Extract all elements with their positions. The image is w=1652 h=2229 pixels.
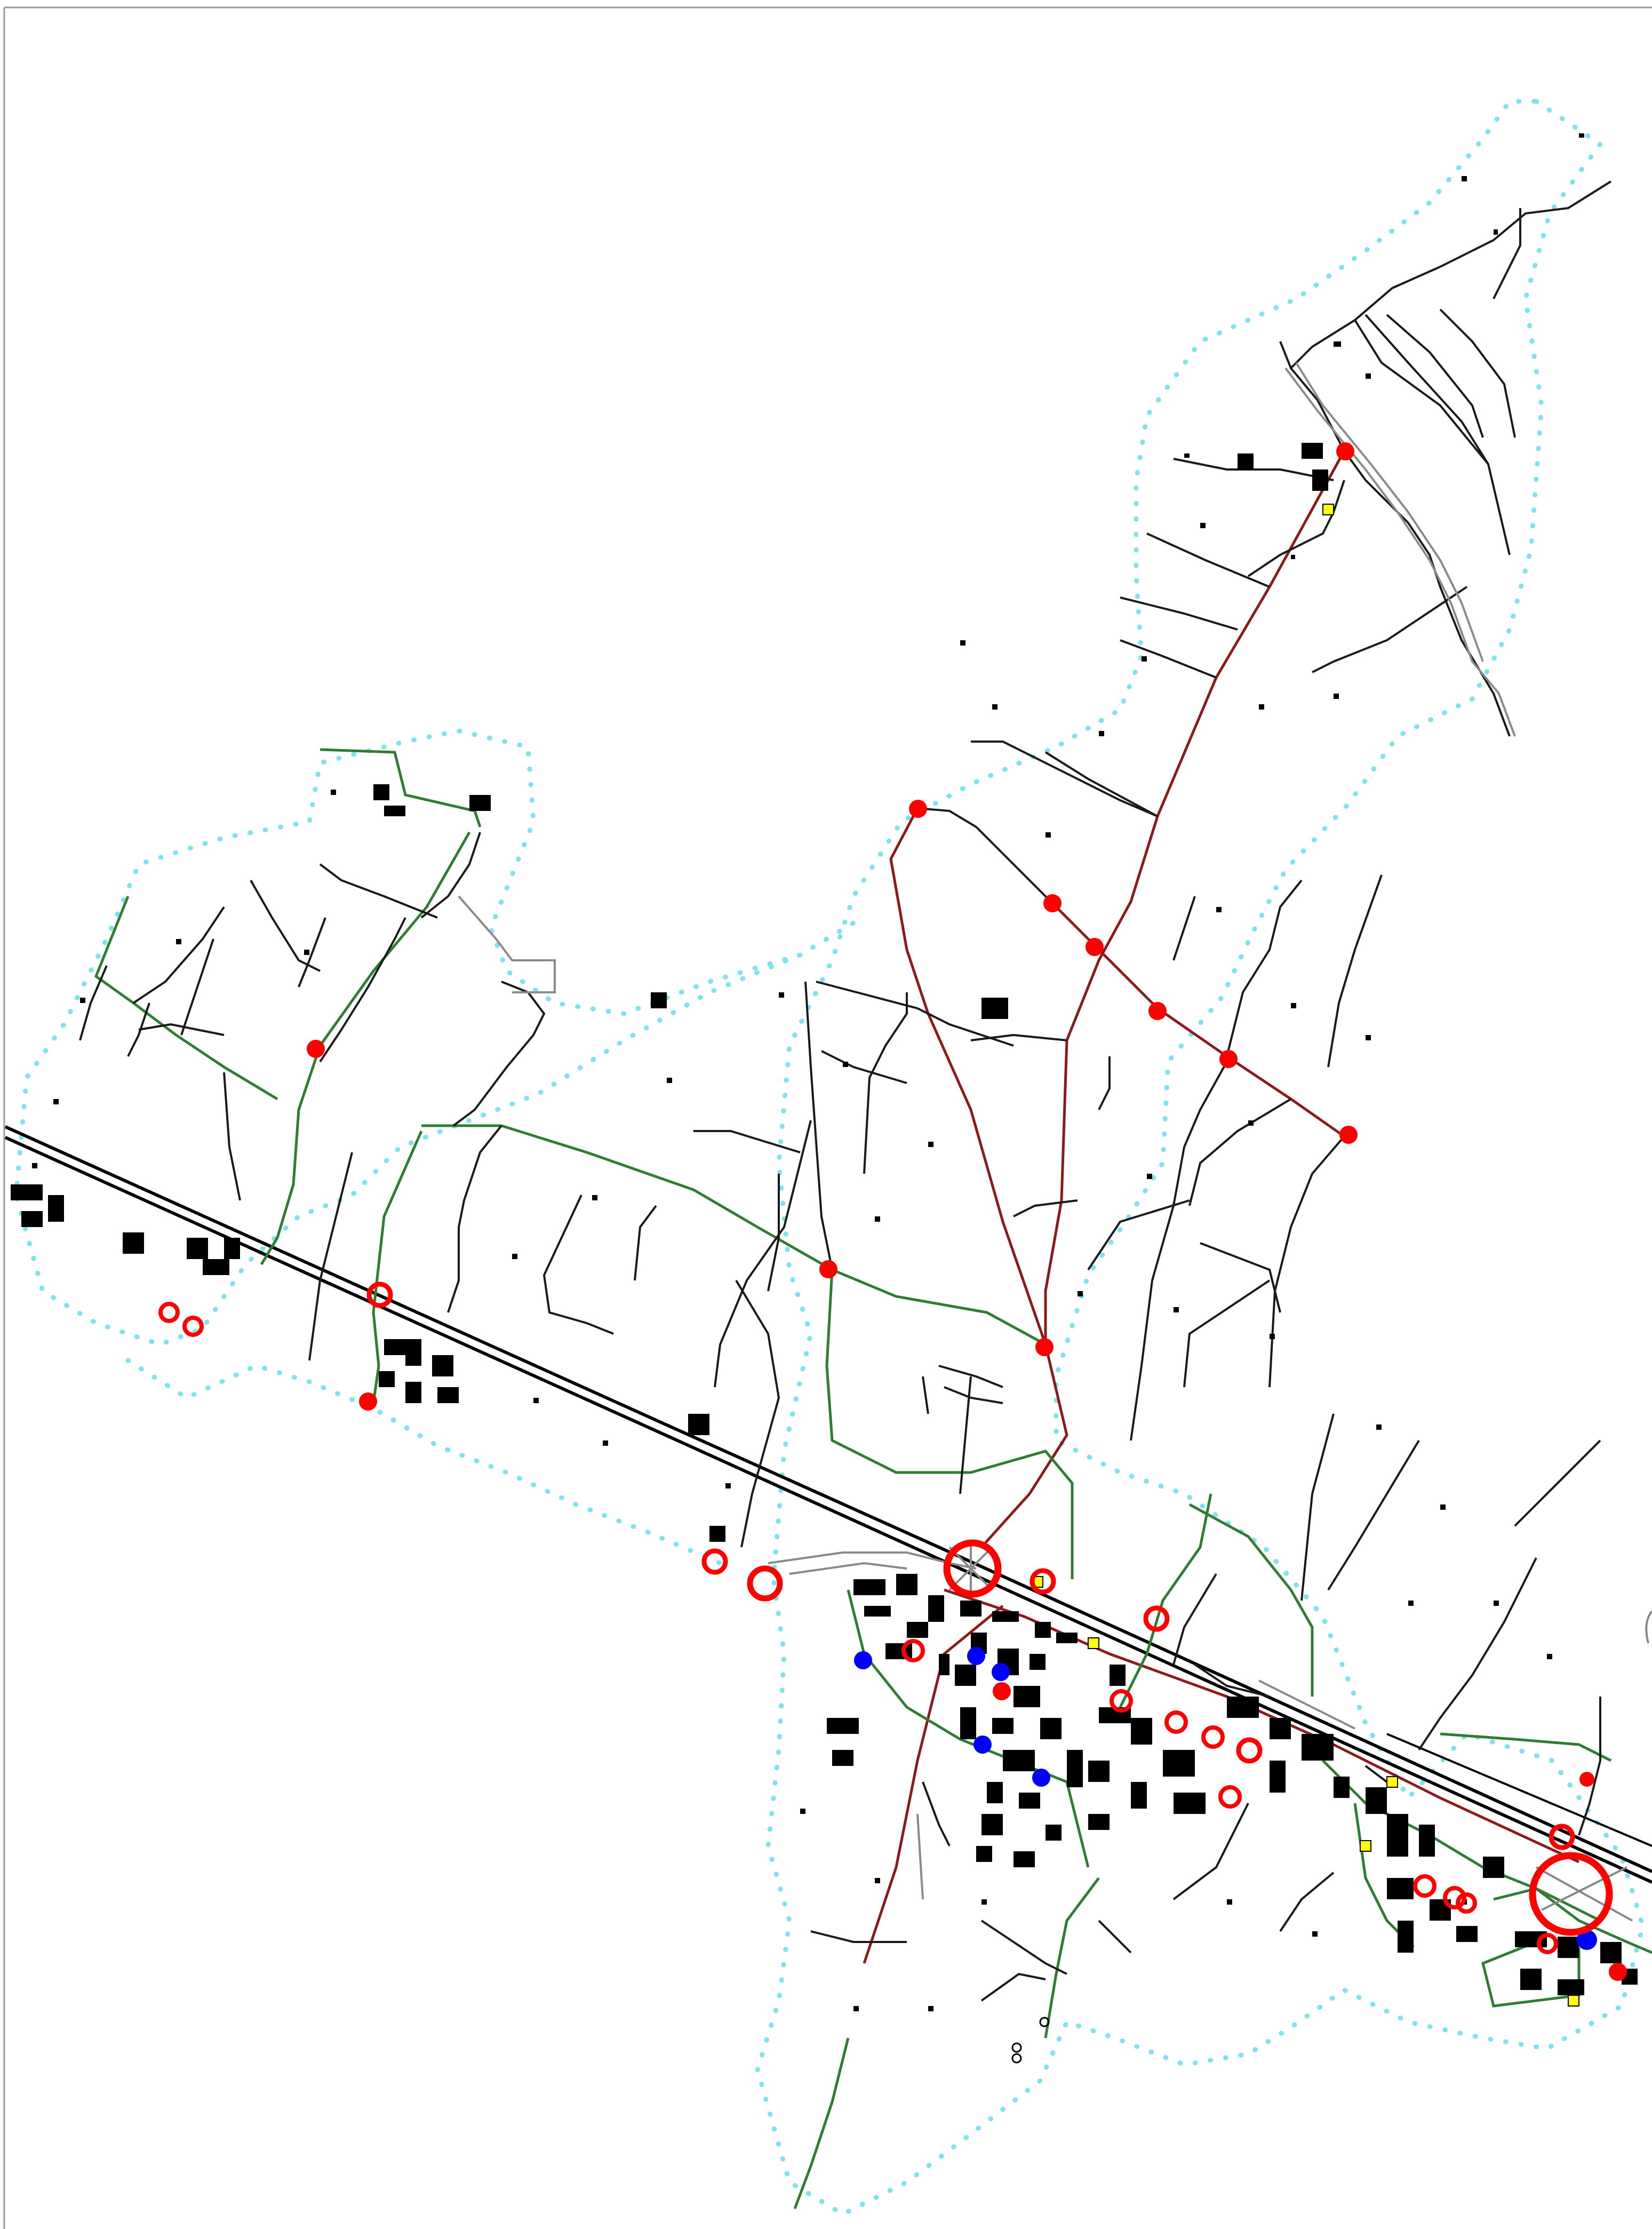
red-nodes: [307, 442, 1627, 1981]
service-area-boundary: [13, 99, 1646, 2217]
red-ring-nodes: [158, 1281, 1613, 1954]
interchange-geometry: [948, 1542, 1633, 1922]
railway: [4, 1125, 1652, 1884]
secondary-road-network: [94, 748, 1652, 2209]
small-circle-symbols: [1011, 2017, 1050, 2064]
sheet-border: [3, 6, 1652, 2229]
gray-roads: [458, 362, 1516, 1900]
edge-arc: [1645, 1610, 1652, 1644]
scattered-buildings: [32, 133, 1584, 2011]
blue-nodes: [854, 1647, 1597, 1950]
building-footprints: [11, 443, 1638, 1995]
